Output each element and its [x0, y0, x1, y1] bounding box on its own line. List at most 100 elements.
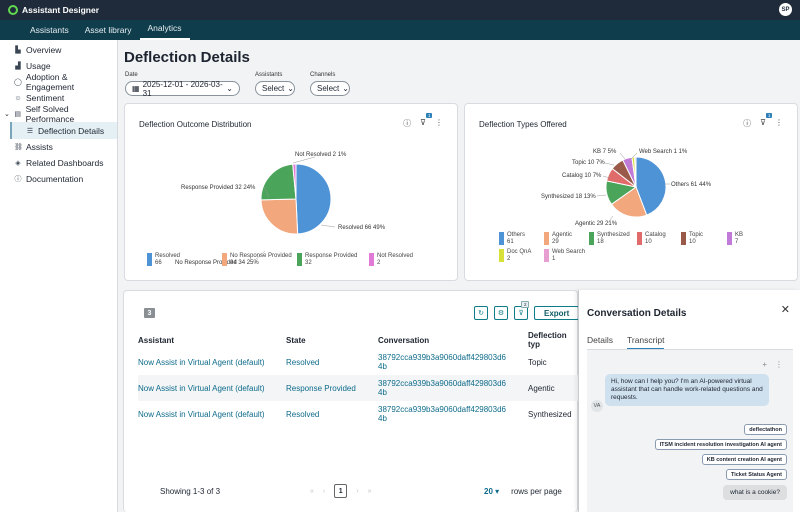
sidebar-item-deflection-details[interactable]: ☰ Deflection Details [10, 122, 117, 139]
sidebar-item-assists[interactable]: ⛓ Assists [14, 142, 53, 152]
sidebar-item-related-dashboards[interactable]: ◈ Related Dashboards [15, 158, 104, 168]
channels-filter-label: Channels [310, 72, 336, 78]
assistant-link[interactable]: Now Assist in Virtual Agent (default) [138, 357, 265, 367]
state-link[interactable]: Response Provided [286, 375, 378, 401]
legend-item[interactable]: Synthesized 18 [589, 232, 637, 246]
pie-slice-not-resolved[interactable] [292, 163, 297, 200]
tab-details[interactable]: Details [587, 335, 613, 345]
last-page-icon[interactable]: » [367, 487, 372, 495]
first-page-icon[interactable]: « [310, 487, 314, 495]
deflection-table-card: 3 ↻ ⚙ ⊽ 2 Export Assistant State Conversa… [123, 290, 580, 512]
pie-slice-resolved[interactable] [295, 163, 332, 235]
bar-chart-icon: ▙ [15, 47, 21, 54]
legend-item[interactable]: Others 61 [499, 232, 544, 246]
legend-swatch [637, 232, 642, 245]
column-header-conversation[interactable]: Conversation [378, 335, 430, 345]
deflection-type: Synthesized [528, 409, 572, 419]
conversation-link[interactable]: 38792cca939b3a9060daff429803d6 4b [378, 405, 506, 423]
prev-page-icon[interactable]: ‹ [322, 487, 326, 495]
table-row: Now Assist in Virtual Agent (default) Re… [138, 349, 578, 375]
legend-item[interactable]: Not Resolved 2 [369, 253, 429, 267]
filter-icon[interactable]: ⊽ 1 [760, 113, 772, 127]
pie-label-others: Others 61 44% [671, 182, 712, 188]
more-options-icon[interactable]: ⋮ [775, 118, 783, 127]
more-options-icon[interactable]: ⋮ [775, 360, 783, 369]
option-chip[interactable]: KB content creation AI agent [701, 454, 787, 465]
more-options-icon[interactable]: ⋮ [435, 118, 443, 127]
legend-item[interactable]: Resolved 66 [147, 253, 222, 267]
outcome-chart-title: Deflection Outcome Distribution [139, 120, 252, 129]
legend-swatch [222, 253, 227, 266]
legend-item[interactable]: Doc QnA 2 [499, 249, 544, 263]
column-header-deflection-type[interactable]: Deflection typ [528, 331, 567, 349]
info-icon[interactable]: ⓘ [743, 119, 752, 128]
tab-assistants[interactable]: Assistants [30, 25, 69, 35]
user-avatar[interactable]: SP [779, 3, 792, 16]
app-logo-icon [8, 5, 18, 15]
assistants-select[interactable]: Select ⌄ [255, 81, 295, 96]
page-title: Deflection Details [124, 49, 250, 66]
pie-slice-agentic[interactable] [610, 186, 648, 218]
refresh-button[interactable]: ↻ [474, 306, 488, 320]
legend-item[interactable]: Agentic 29 [544, 232, 589, 246]
legend-item[interactable]: No Response Provided 34 [222, 253, 297, 267]
close-icon[interactable]: ✕ [780, 304, 790, 316]
rows-per-page-label: rows per page [511, 487, 562, 496]
option-chip[interactable]: Ticket Status Agent [725, 469, 787, 480]
table-row: Now Assist in Virtual Agent (default) Re… [138, 375, 578, 401]
legend-item[interactable]: Response Provided 32 [297, 253, 369, 267]
settings-button[interactable]: ⚙ [494, 306, 508, 320]
assistant-link[interactable]: Now Assist in Virtual Agent (default) [138, 409, 265, 419]
pie-slice-response-provided[interactable] [260, 163, 297, 201]
pie-label-topic: Topic 10 7% [572, 160, 605, 166]
legend-item[interactable]: Topic 10 [681, 232, 727, 246]
rows-per-page-select[interactable]: 20 ▾ [484, 487, 500, 496]
filter-button[interactable]: ⊽ 2 [514, 301, 529, 320]
legend-item[interactable]: KB 7 [727, 232, 757, 246]
state-link[interactable]: Resolved [286, 357, 320, 367]
export-button[interactable]: Export [534, 306, 580, 320]
conversation-title: Conversation Details [587, 308, 687, 319]
pie-slice-no-response-provided[interactable] [260, 198, 299, 235]
assistants-filter-label: Assistants [255, 72, 283, 78]
sidebar-item-sentiment[interactable]: ☺ Sentiment [14, 93, 65, 103]
tab-transcript[interactable]: Transcript [626, 335, 665, 350]
showing-count: Showing 1-3 of 3 [160, 487, 221, 496]
option-chip[interactable]: ITSM incident resolution investigation A… [654, 439, 787, 450]
conversation-link[interactable]: 38792cca939b3a9060daff429803d6 4b [378, 375, 528, 401]
legend-swatch [369, 253, 374, 266]
info-icon[interactable]: ⓘ [403, 119, 412, 128]
legend-swatch [147, 253, 152, 266]
sidebar-item-usage[interactable]: ▟ Usage [15, 61, 51, 71]
next-page-icon[interactable]: › [356, 487, 359, 495]
legend-swatch [544, 232, 549, 245]
tab-analytics[interactable]: Analytics [139, 23, 190, 40]
smile-icon: ☺ [14, 94, 22, 102]
sidebar-item-adoption[interactable]: ◯ Adoption & Engagement [14, 72, 75, 92]
pie-slice-others[interactable] [635, 156, 667, 216]
user-message: what is a cookie? [723, 485, 787, 500]
legend-item[interactable]: Web Search 1 [544, 249, 604, 263]
state-link[interactable]: Resolved [286, 409, 320, 419]
main-content: Deflection Details Date ▦ 2025-12-01 - 2… [118, 40, 800, 512]
gear-icon: ⚙ [497, 310, 505, 317]
add-icon[interactable]: + [762, 360, 767, 369]
pie-slice-web-search[interactable] [634, 156, 637, 188]
assistant-link[interactable]: Now Assist in Virtual Agent (default) [138, 375, 286, 401]
pie-label-resolved: Resolved 66 49% [338, 225, 386, 231]
column-header-assistant[interactable]: Assistant [138, 335, 175, 345]
conversation-link[interactable]: 38792cca939b3a9060daff429803d6 4b [378, 353, 506, 371]
sidebar-item-documentation[interactable]: ⓘ Documentation [14, 174, 84, 184]
legend-item[interactable]: Catalog 10 [637, 232, 681, 246]
virtual-agent-avatar: VA [591, 400, 603, 412]
channels-select[interactable]: Select ⌄ [310, 81, 350, 96]
tab-asset-library[interactable]: Asset library [84, 25, 132, 35]
column-header-state[interactable]: State [286, 335, 306, 345]
sidebar-item-overview[interactable]: ▙ Overview [15, 45, 62, 55]
current-page[interactable]: 1 [334, 484, 348, 498]
option-chip[interactable]: deflectathon [744, 424, 787, 435]
filter-icon[interactable]: ⊽ 1 [420, 113, 432, 127]
sidebar-item-self-solved[interactable]: ⌄ ▤ Self Solved Performance [4, 104, 75, 124]
date-range-select[interactable]: ▦ 2025-12-01 - 2026-03-31 ⌄ [125, 80, 240, 98]
legend-swatch [544, 249, 549, 262]
